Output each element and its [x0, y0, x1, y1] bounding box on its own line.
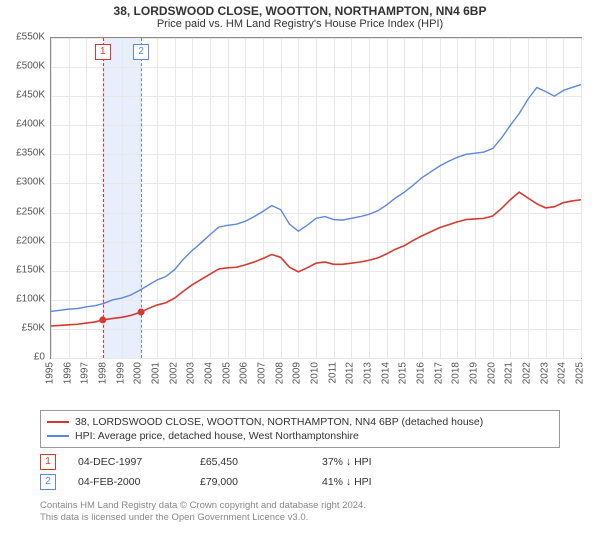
x-tick-label: 2008: [274, 362, 285, 384]
x-tick-label: 2014: [380, 362, 391, 384]
chart-title-block: 38, LORDSWOOD CLOSE, WOOTTON, NORTHAMPTO…: [0, 0, 600, 32]
attribution-line1: Contains HM Land Registry data © Crown c…: [40, 500, 560, 512]
series-marker-price_paid: [138, 309, 145, 316]
x-tick-label: 1997: [80, 362, 91, 384]
x-tick-label: 2003: [186, 362, 197, 384]
y-tick-label: £500K: [0, 61, 45, 72]
x-tick-label: 2011: [327, 362, 338, 384]
y-tick-label: £550K: [0, 32, 45, 43]
x-tick-label: 2012: [345, 362, 356, 384]
events-table: 1 04-DEC-1997 £65,450 37% ↓ HPI 2 04-FEB-2000…: [40, 452, 560, 492]
event-price: £79,000: [200, 476, 300, 488]
x-tick-label: 2023: [539, 362, 550, 384]
legend-box: 38, LORDSWOOD CLOSE, WOOTTON, NORTHAMPTO…: [40, 410, 560, 448]
event-row: 2 04-FEB-2000 £79,000 41% ↓ HPI: [40, 472, 560, 492]
x-tick-label: 1995: [45, 362, 56, 384]
legend-row: HPI: Average price, detached house, West…: [47, 429, 553, 443]
x-tick-label: 2019: [469, 362, 480, 384]
y-tick-label: £250K: [0, 206, 45, 217]
x-tick-label: 1999: [115, 362, 126, 384]
y-tick-label: £50K: [0, 322, 45, 333]
y-tick-label: £350K: [0, 148, 45, 159]
legend-label: HPI: Average price, detached house, West…: [75, 430, 359, 442]
y-tick-label: £0: [0, 352, 45, 363]
series-line-price_paid: [51, 192, 581, 326]
x-tick-label: 2009: [292, 362, 303, 384]
x-tick-label: 2020: [486, 362, 497, 384]
x-tick-label: 2018: [451, 362, 462, 384]
x-tick-label: 2021: [504, 362, 515, 384]
grid-line-v: [581, 38, 582, 358]
y-tick-label: £400K: [0, 119, 45, 130]
event-date: 04-FEB-2000: [78, 476, 178, 488]
x-tick-label: 1996: [62, 362, 73, 384]
event-row: 1 04-DEC-1997 £65,450 37% ↓ HPI: [40, 452, 560, 472]
chart-subtitle: Price paid vs. HM Land Registry's House …: [0, 18, 600, 30]
series-marker-price_paid: [99, 316, 106, 323]
series-line-hpi: [51, 85, 581, 312]
x-tick-label: 2024: [557, 362, 568, 384]
y-tick-label: £100K: [0, 293, 45, 304]
legend-swatch: [47, 435, 69, 437]
x-tick-label: 2010: [310, 362, 321, 384]
y-tick-label: £150K: [0, 264, 45, 275]
event-pct: 41% ↓ HPI: [322, 476, 372, 488]
x-tick-label: 2001: [151, 362, 162, 384]
x-tick-label: 2005: [221, 362, 232, 384]
event-price: £65,450: [200, 456, 300, 468]
y-tick-label: £450K: [0, 90, 45, 101]
y-tick-label: £300K: [0, 177, 45, 188]
legend-swatch: [47, 421, 69, 423]
plot-area: 12: [50, 37, 582, 359]
x-tick-label: 1998: [98, 362, 109, 384]
legend-label: 38, LORDSWOOD CLOSE, WOOTTON, NORTHAMPTO…: [75, 416, 483, 428]
event-number-box: 2: [40, 474, 56, 490]
x-tick-label: 2004: [204, 362, 215, 384]
x-tick-label: 2002: [168, 362, 179, 384]
attribution-line2: This data is licensed under the Open Gov…: [40, 512, 560, 524]
chart-title-address: 38, LORDSWOOD CLOSE, WOOTTON, NORTHAMPTO…: [0, 4, 600, 18]
y-tick-label: £200K: [0, 235, 45, 246]
chart-container: 12 £0 £50K £100K £150K £200K £250K £300K £350K £…: [0, 32, 600, 402]
x-tick-label: 2006: [239, 362, 250, 384]
x-tick-label: 2007: [257, 362, 268, 384]
x-tick-label: 2022: [522, 362, 533, 384]
x-tick-label: 2015: [398, 362, 409, 384]
x-tick-label: 2000: [133, 362, 144, 384]
legend-row: 38, LORDSWOOD CLOSE, WOOTTON, NORTHAMPTO…: [47, 415, 553, 429]
attribution-text: Contains HM Land Registry data © Crown c…: [40, 500, 560, 525]
x-tick-label: 2013: [363, 362, 374, 384]
series-svg: [51, 38, 581, 358]
x-tick-label: 2017: [433, 362, 444, 384]
x-tick-label: 2025: [575, 362, 586, 384]
event-date: 04-DEC-1997: [78, 456, 178, 468]
grid-line-h: [51, 358, 581, 359]
event-pct: 37% ↓ HPI: [322, 456, 372, 468]
x-tick-label: 2016: [416, 362, 427, 384]
event-number-box: 1: [40, 454, 56, 470]
